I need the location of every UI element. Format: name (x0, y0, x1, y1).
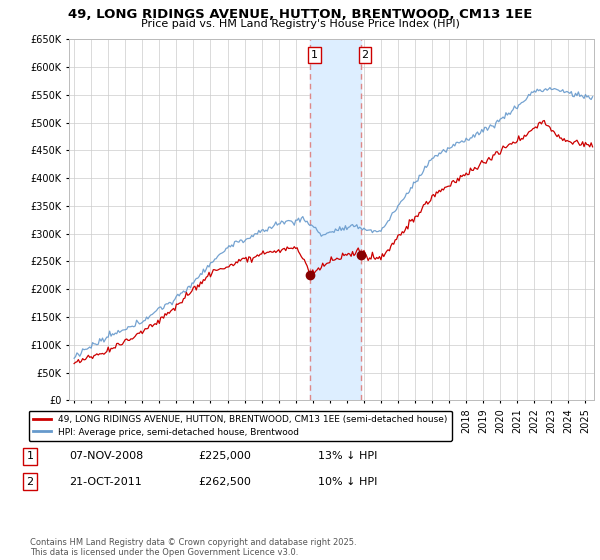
Text: 21-OCT-2011: 21-OCT-2011 (69, 477, 142, 487)
Text: 13% ↓ HPI: 13% ↓ HPI (318, 451, 377, 461)
Text: 2: 2 (361, 50, 368, 60)
Text: 10% ↓ HPI: 10% ↓ HPI (318, 477, 377, 487)
Text: 1: 1 (26, 451, 34, 461)
Text: £225,000: £225,000 (198, 451, 251, 461)
Text: Contains HM Land Registry data © Crown copyright and database right 2025.
This d: Contains HM Land Registry data © Crown c… (30, 538, 356, 557)
Text: Price paid vs. HM Land Registry's House Price Index (HPI): Price paid vs. HM Land Registry's House … (140, 19, 460, 29)
Bar (310, 39, 361, 400)
Text: £262,500: £262,500 (198, 477, 251, 487)
Text: 2: 2 (26, 477, 34, 487)
Text: 07-NOV-2008: 07-NOV-2008 (69, 451, 143, 461)
Legend: 49, LONG RIDINGS AVENUE, HUTTON, BRENTWOOD, CM13 1EE (semi-detached house), HPI:: 49, LONG RIDINGS AVENUE, HUTTON, BRENTWO… (29, 410, 452, 441)
Text: 49, LONG RIDINGS AVENUE, HUTTON, BRENTWOOD, CM13 1EE: 49, LONG RIDINGS AVENUE, HUTTON, BRENTWO… (68, 8, 532, 21)
Text: 1: 1 (311, 50, 318, 60)
